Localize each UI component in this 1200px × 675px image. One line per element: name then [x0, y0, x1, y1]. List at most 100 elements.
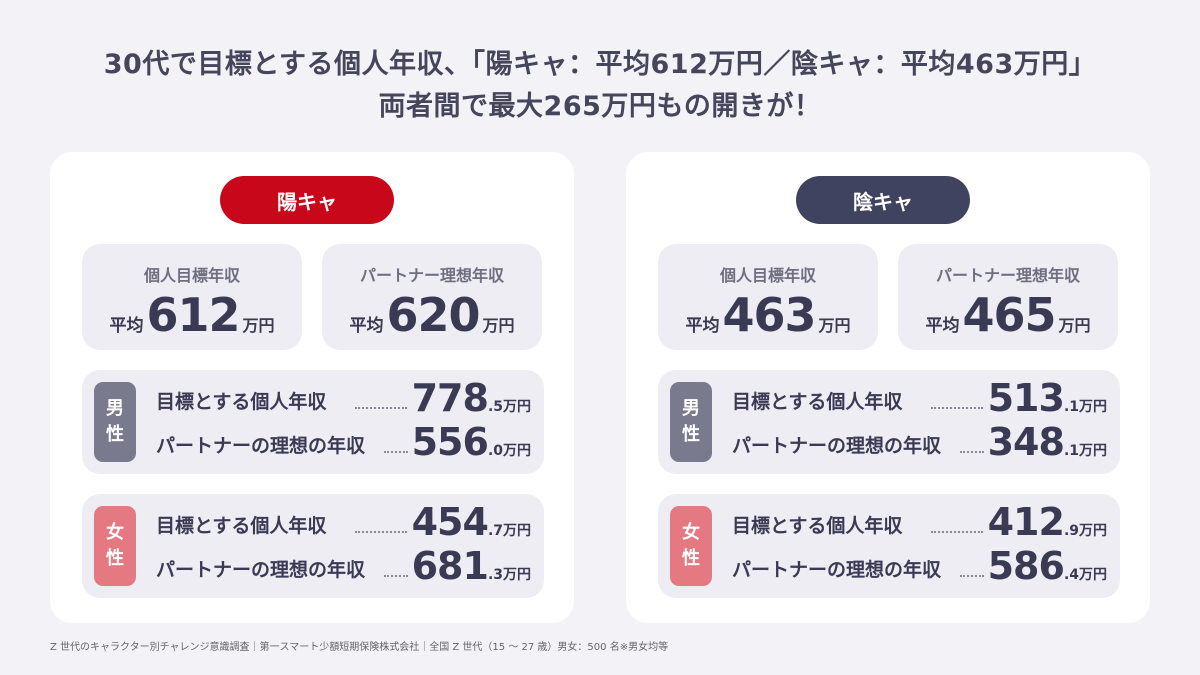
average-number: 620 [386, 288, 480, 342]
dot-leader [931, 407, 983, 409]
headline: 30代で目標とする個人年収、「陽キャ：平均612万円／陰キャ：平均463万円」 … [0, 44, 1200, 128]
value-unit: 万円 [1079, 443, 1107, 459]
row-label: 目標とする個人年収 [156, 515, 327, 537]
dot-leader [960, 451, 984, 453]
tag-char: 男 [106, 398, 124, 419]
value-int: 586 [987, 544, 1065, 588]
row-label: パートナーの理想の年収 [732, 435, 942, 457]
male-personal-row: 目標とする個人年収 778.5万円 [156, 376, 531, 422]
value-dec: .7 [487, 523, 503, 539]
badge-yoki: 陽キャ [220, 176, 394, 224]
partner-ideal-label: パートナー理想年収 [935, 266, 1080, 285]
partner-ideal-value: 平均465 万円 [898, 288, 1118, 342]
personal-target-value: 平均612 万円 [82, 288, 302, 342]
value-int: 556 [411, 420, 489, 464]
row-value: 454.7万円 [412, 500, 531, 544]
male-partner-row: パートナーの理想の年収 348.1万円 [732, 420, 1107, 466]
tag-char: 女 [106, 522, 124, 543]
value-int: 412 [987, 500, 1065, 544]
value-dec: .9 [1063, 523, 1079, 539]
male-partner-row: パートナーの理想の年収 556.0万円 [156, 420, 531, 466]
partner-ideal-value: 平均620 万円 [322, 288, 542, 342]
value-unit: 万円 [503, 567, 531, 583]
value-int: 454 [411, 500, 489, 544]
unit: 万円 [1058, 316, 1091, 335]
tag-char: 性 [106, 548, 124, 569]
personal-target-value: 平均463 万円 [658, 288, 878, 342]
male-tag: 男 性 [670, 382, 712, 462]
dot-leader [355, 407, 407, 409]
row-value: 513.1万円 [988, 376, 1107, 420]
value-int: 681 [411, 544, 489, 588]
personal-target-label: 個人目標年収 [719, 266, 816, 285]
value-int: 513 [987, 376, 1065, 420]
average-number: 465 [962, 288, 1056, 342]
average-number: 463 [722, 288, 816, 342]
partner-ideal-box: パートナー理想年収 平均465 万円 [898, 244, 1118, 350]
row-value: 412.9万円 [988, 500, 1107, 544]
female-tag: 女 性 [670, 506, 712, 586]
personal-target-box: 個人目標年収 平均463 万円 [658, 244, 878, 350]
tag-char: 性 [682, 548, 700, 569]
tag-char: 性 [106, 424, 124, 445]
headline-line-1: 30代で目標とする個人年収、「陽キャ：平均612万円／陰キャ：平均463万円」 [103, 49, 1097, 80]
row-value: 348.1万円 [988, 420, 1107, 464]
personal-target-box: 個人目標年収 平均612 万円 [82, 244, 302, 350]
row-label: 目標とする個人年収 [156, 391, 327, 413]
male-group: 男 性 目標とする個人年収 513.1万円 パートナーの理想の年収 348.1万… [658, 370, 1120, 474]
row-label: 目標とする個人年収 [732, 515, 903, 537]
value-unit: 万円 [1079, 399, 1107, 415]
row-value: 681.3万円 [412, 544, 531, 588]
badge-inki: 陰キャ [796, 176, 970, 224]
row-value: 778.5万円 [412, 376, 531, 420]
dot-leader [384, 575, 408, 577]
female-personal-row: 目標とする個人年収 412.9万円 [732, 500, 1107, 546]
value-unit: 万円 [1079, 523, 1107, 539]
value-unit: 万円 [1079, 567, 1107, 583]
partner-ideal-label: パートナー理想年収 [359, 266, 504, 285]
tag-char: 男 [682, 398, 700, 419]
dot-leader [355, 531, 407, 533]
value-unit: 万円 [503, 399, 531, 415]
value-dec: .4 [1063, 567, 1079, 583]
unit: 万円 [482, 316, 515, 335]
female-tag: 女 性 [94, 506, 136, 586]
personal-target-label: 個人目標年収 [143, 266, 240, 285]
row-label: 目標とする個人年収 [732, 391, 903, 413]
value-dec: .1 [1063, 399, 1079, 415]
tag-char: 女 [682, 522, 700, 543]
average-number: 612 [146, 288, 240, 342]
row-value: 586.4万円 [988, 544, 1107, 588]
dot-leader [960, 575, 984, 577]
female-partner-row: パートナーの理想の年収 681.3万円 [156, 544, 531, 590]
value-dec: .3 [487, 567, 503, 583]
male-personal-row: 目標とする個人年収 513.1万円 [732, 376, 1107, 422]
panel-yoki: 陽キャ 個人目標年収 平均612 万円 パートナー理想年収 平均620 万円 男 性… [50, 152, 574, 623]
value-dec: .1 [1063, 443, 1079, 459]
female-partner-row: パートナーの理想の年収 586.4万円 [732, 544, 1107, 590]
source-footnote: Z 世代のキャラクター別チャレンジ意識調査｜第一スマート少額短期保険株式会社｜全… [50, 642, 669, 653]
row-label: パートナーの理想の年収 [732, 559, 942, 581]
unit: 万円 [818, 316, 851, 335]
row-label: パートナーの理想の年収 [156, 435, 366, 457]
value-int: 778 [411, 376, 489, 420]
value-dec: .0 [487, 443, 503, 459]
average-prefix: 平均 [925, 316, 960, 336]
partner-ideal-box: パートナー理想年収 平均620 万円 [322, 244, 542, 350]
value-dec: .5 [487, 399, 503, 415]
male-group: 男 性 目標とする個人年収 778.5万円 パートナーの理想の年収 556.0万… [82, 370, 544, 474]
female-group: 女 性 目標とする個人年収 454.7万円 パートナーの理想の年収 681.3万… [82, 494, 544, 598]
average-prefix: 平均 [349, 316, 384, 336]
row-value: 556.0万円 [412, 420, 531, 464]
value-unit: 万円 [503, 523, 531, 539]
average-prefix: 平均 [685, 316, 720, 336]
tag-char: 性 [682, 424, 700, 445]
value-unit: 万円 [503, 443, 531, 459]
female-group: 女 性 目標とする個人年収 412.9万円 パートナーの理想の年収 586.4万… [658, 494, 1120, 598]
average-prefix: 平均 [109, 316, 144, 336]
row-label: パートナーの理想の年収 [156, 559, 366, 581]
male-tag: 男 性 [94, 382, 136, 462]
value-int: 348 [987, 420, 1065, 464]
dot-leader [931, 531, 983, 533]
headline-line-2: 両者間で最大265万円もの開きが！ [378, 91, 822, 122]
